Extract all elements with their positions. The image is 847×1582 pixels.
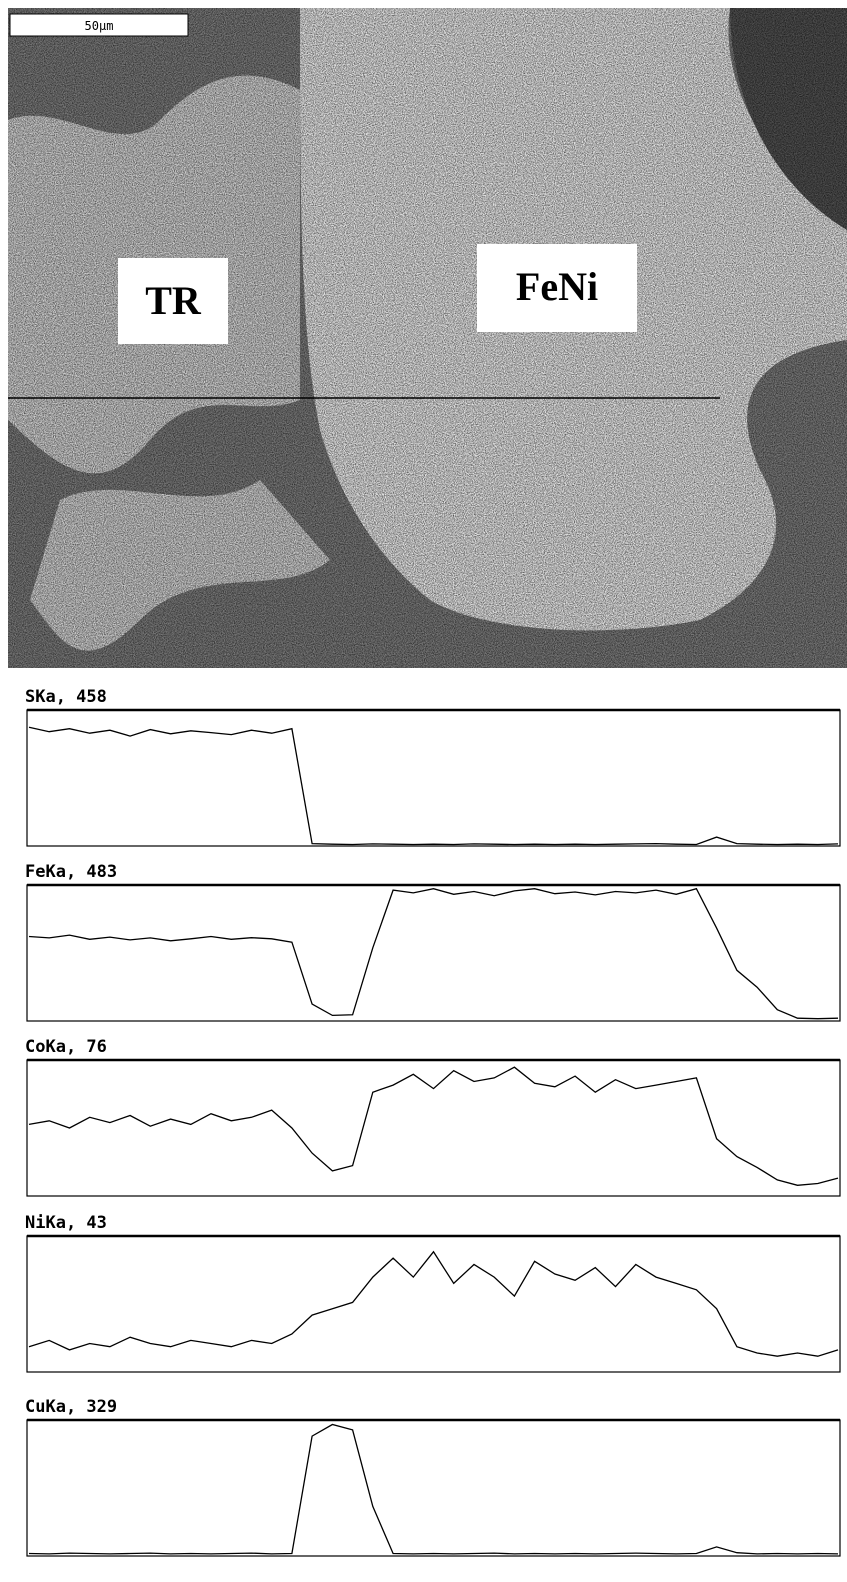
chart-title: FeKa, 483	[25, 862, 117, 882]
scale-bar-box	[9, 13, 189, 37]
chart-title: CuKa, 329	[25, 1397, 117, 1417]
scale-bar-label: 50µm	[85, 19, 114, 33]
chart-title: NiKa, 43	[25, 1213, 107, 1233]
plot-frame	[26, 1419, 841, 1557]
label-box	[477, 244, 637, 332]
phase-label: TR	[145, 278, 202, 323]
line-scan	[28, 726, 839, 846]
line-scan	[28, 1423, 839, 1555]
chart-title: SKa, 458	[25, 687, 107, 707]
plot-frame	[26, 1235, 841, 1373]
chart-title: CoKa, 76	[25, 1037, 107, 1057]
line-scan	[28, 887, 839, 1020]
plot-frame	[26, 1059, 841, 1197]
line-scan	[28, 1066, 839, 1186]
label-box	[118, 258, 228, 344]
sem-image: 50µm TR FeNi	[8, 8, 847, 668]
phase-label: FeNi	[516, 264, 598, 309]
line-scan	[28, 1250, 839, 1357]
plot-frame	[26, 884, 841, 1022]
